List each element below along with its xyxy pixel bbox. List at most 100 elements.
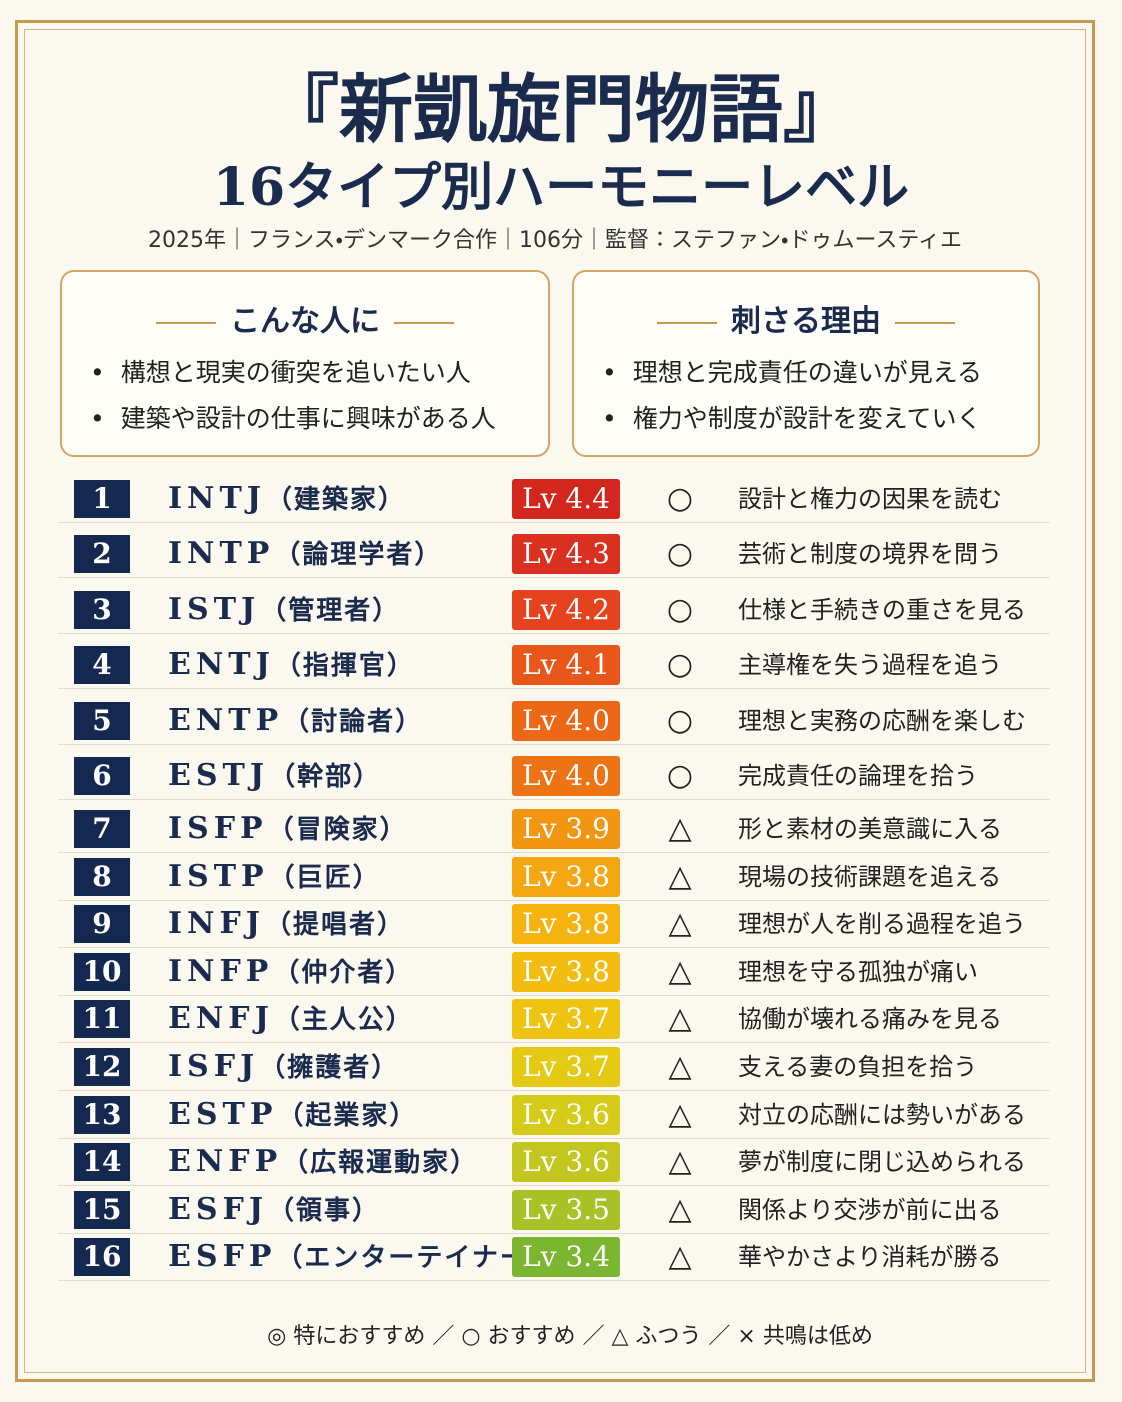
level-badge: Lv 4.4 xyxy=(512,479,620,519)
level-badge: Lv 4.2 xyxy=(512,589,620,630)
box-item: 構想と現実の衝突を追いたい人 xyxy=(90,350,496,396)
rating-mark: △ xyxy=(668,953,692,989)
rating-mark: △ xyxy=(668,1049,692,1084)
type-role: （管理者） xyxy=(260,595,401,626)
type-role: （起業家） xyxy=(277,1100,418,1131)
level-badge: Lv 4.0 xyxy=(512,700,620,741)
rating-mark: ○ xyxy=(666,702,694,738)
type-code: ISFP xyxy=(168,811,268,846)
table-row: 4 ENTJ（指揮官） Lv 4.1 ○ 主導権を失う過程を追う xyxy=(58,644,1050,690)
table-row: 7 ISFP（冒険家） Lv 3.9 △ 形と素材の美意識に入る xyxy=(58,808,1050,853)
comment: 形と素材の美意識に入る xyxy=(738,815,1002,843)
type-role: （主人公） xyxy=(273,1005,414,1036)
type-code: ENTP xyxy=(168,702,284,738)
type-role: （討論者） xyxy=(283,706,424,737)
type: ISFJ（擁護者） xyxy=(168,1046,399,1089)
box-list: 構想と現実の衝突を追いたい人建築や設計の仕事に興味がある人 xyxy=(90,350,496,442)
type-code: ENFP xyxy=(168,1144,283,1180)
level-badge: Lv 4.0 xyxy=(512,756,620,796)
box-item: 理想と完成責任の違いが見える xyxy=(602,350,982,396)
type: ESFP（エンターテイナー） xyxy=(168,1236,556,1279)
rank-badge: 2 xyxy=(74,535,130,574)
type: INTJ（建築家） xyxy=(168,478,406,521)
type-code: INFJ xyxy=(168,906,265,942)
rating-mark: ○ xyxy=(666,591,694,627)
type-role: （広報運動家） xyxy=(282,1148,479,1179)
comment: 華やかさより消耗が勝る xyxy=(738,1243,1002,1272)
title: 『新凱旋門物語』 xyxy=(265,67,857,153)
rating-mark: ○ xyxy=(666,647,694,683)
rank-badge: 7 xyxy=(74,810,130,848)
subtitle: 16タイプ別ハーモニーレベル xyxy=(212,157,910,218)
level-badge: Lv 3.9 xyxy=(512,809,620,849)
comment: 芸術と制度の境界を問う xyxy=(738,540,1002,569)
frame-inner xyxy=(24,29,1086,1373)
type: INTP（論理学者） xyxy=(168,533,442,576)
rating-mark: ○ xyxy=(666,758,694,793)
rating-mark: △ xyxy=(668,1239,692,1275)
level-badge: Lv 3.4 xyxy=(512,1237,620,1278)
legend: ◎ 特におすすめ ／ ○ おすすめ ／ △ ふつう ／ × 共鳴は低め xyxy=(267,1324,873,1349)
type-role: （冒険家） xyxy=(267,815,408,845)
rank-badge: 16 xyxy=(74,1238,130,1277)
level-badge: Lv 3.6 xyxy=(512,1142,620,1183)
frame xyxy=(15,20,1095,1382)
rating-mark: △ xyxy=(668,1001,692,1037)
type: ESTP（起業家） xyxy=(168,1094,417,1137)
info-box: こんな人に構想と現実の衝突を追いたい人建築や設計の仕事に興味がある人 xyxy=(60,270,550,457)
rank-badge: 3 xyxy=(74,590,130,629)
type: ISFP（冒険家） xyxy=(168,808,408,851)
comment: 設計と権力の因果を読む xyxy=(738,485,1002,513)
type: INFP（仲介者） xyxy=(168,951,413,994)
rank-badge: 8 xyxy=(74,857,130,896)
type-code: INFP xyxy=(168,953,274,989)
box-item: 建築や設計の仕事に興味がある人 xyxy=(90,396,496,442)
meta: 2025年｜フランス・デンマーク合作｜106分｜監督：ステファン・ドゥムースティ… xyxy=(147,228,963,253)
comment: 協働が壊れる痛みを見る xyxy=(738,1005,1002,1034)
type-code: INTP xyxy=(168,536,275,572)
rank-badge: 10 xyxy=(74,952,130,991)
rank-badge: 9 xyxy=(74,905,130,944)
type-role: （擁護者） xyxy=(259,1053,400,1083)
type-code: ENTJ xyxy=(168,647,275,683)
table-row: 15 ESFJ（領事） Lv 3.5 △ 関係より交渉が前に出る xyxy=(58,1189,1050,1234)
table-row: 12 ISFJ（擁護者） Lv 3.7 △ 支える妻の負担を拾う xyxy=(58,1046,1050,1091)
table-row: 1 INTJ（建築家） Lv 4.4 ○ 設計と権力の因果を読む xyxy=(58,478,1050,523)
box-list: 理想と完成責任の違いが見える権力や制度が設計を変えていく xyxy=(602,350,982,442)
comment: 理想を守る孤独が痛い xyxy=(738,957,978,986)
comment: 現場の技術課題を追える xyxy=(738,862,1002,891)
rating-mark: △ xyxy=(668,1096,692,1132)
type: INFJ（提唱者） xyxy=(168,903,405,946)
comment: 完成責任の論理を拾う xyxy=(738,762,978,790)
type: ISTP（巨匠） xyxy=(168,856,381,899)
comment: 関係より交渉が前に出る xyxy=(738,1195,1002,1224)
type-code: ESTP xyxy=(168,1096,278,1132)
rating-mark: ○ xyxy=(666,481,694,516)
table-row: 8 ISTP（巨匠） Lv 3.8 △ 現場の技術課題を追える xyxy=(58,856,1050,901)
rank-badge: 15 xyxy=(74,1190,130,1229)
comment: 支える妻の負担を拾う xyxy=(738,1053,978,1081)
rank-badge: 4 xyxy=(74,646,130,685)
comment: 夢が制度に閉じ込められる xyxy=(738,1148,1026,1177)
table-row: 16 ESFP（エンターテイナー） Lv 3.4 △ 華やかさより消耗が勝る xyxy=(58,1236,1050,1282)
level-badge: Lv 3.6 xyxy=(512,1094,620,1135)
type-code: ESFP xyxy=(168,1239,277,1275)
level-badge: Lv 3.8 xyxy=(512,951,620,992)
table-row: 10 INFP（仲介者） Lv 3.8 △ 理想を守る孤独が痛い xyxy=(58,951,1050,996)
type-code: INTJ xyxy=(168,481,266,516)
level-badge: Lv 3.8 xyxy=(512,904,620,945)
rating-mark: △ xyxy=(668,858,692,894)
level-badge: Lv 3.7 xyxy=(512,999,620,1040)
table-row: 6 ESTJ（幹部） Lv 4.0 ○ 完成責任の論理を拾う xyxy=(58,755,1050,800)
rating-mark: △ xyxy=(668,1191,692,1227)
type-role: （建築家） xyxy=(265,485,406,515)
rank-badge: 12 xyxy=(74,1048,130,1086)
box-heading: こんな人に xyxy=(62,296,548,340)
type-code: ISFJ xyxy=(168,1049,260,1084)
type: ENTJ（指揮官） xyxy=(168,644,415,687)
table-row: 13 ESTP（起業家） Lv 3.6 △ 対立の応酬には勢いがある xyxy=(58,1094,1050,1139)
comment: 理想と実務の応酬を楽しむ xyxy=(738,706,1026,735)
table-row: 3 ISTJ（管理者） Lv 4.2 ○ 仕様と手続きの重さを見る xyxy=(58,589,1050,634)
box-item: 権力や制度が設計を変えていく xyxy=(602,396,982,442)
